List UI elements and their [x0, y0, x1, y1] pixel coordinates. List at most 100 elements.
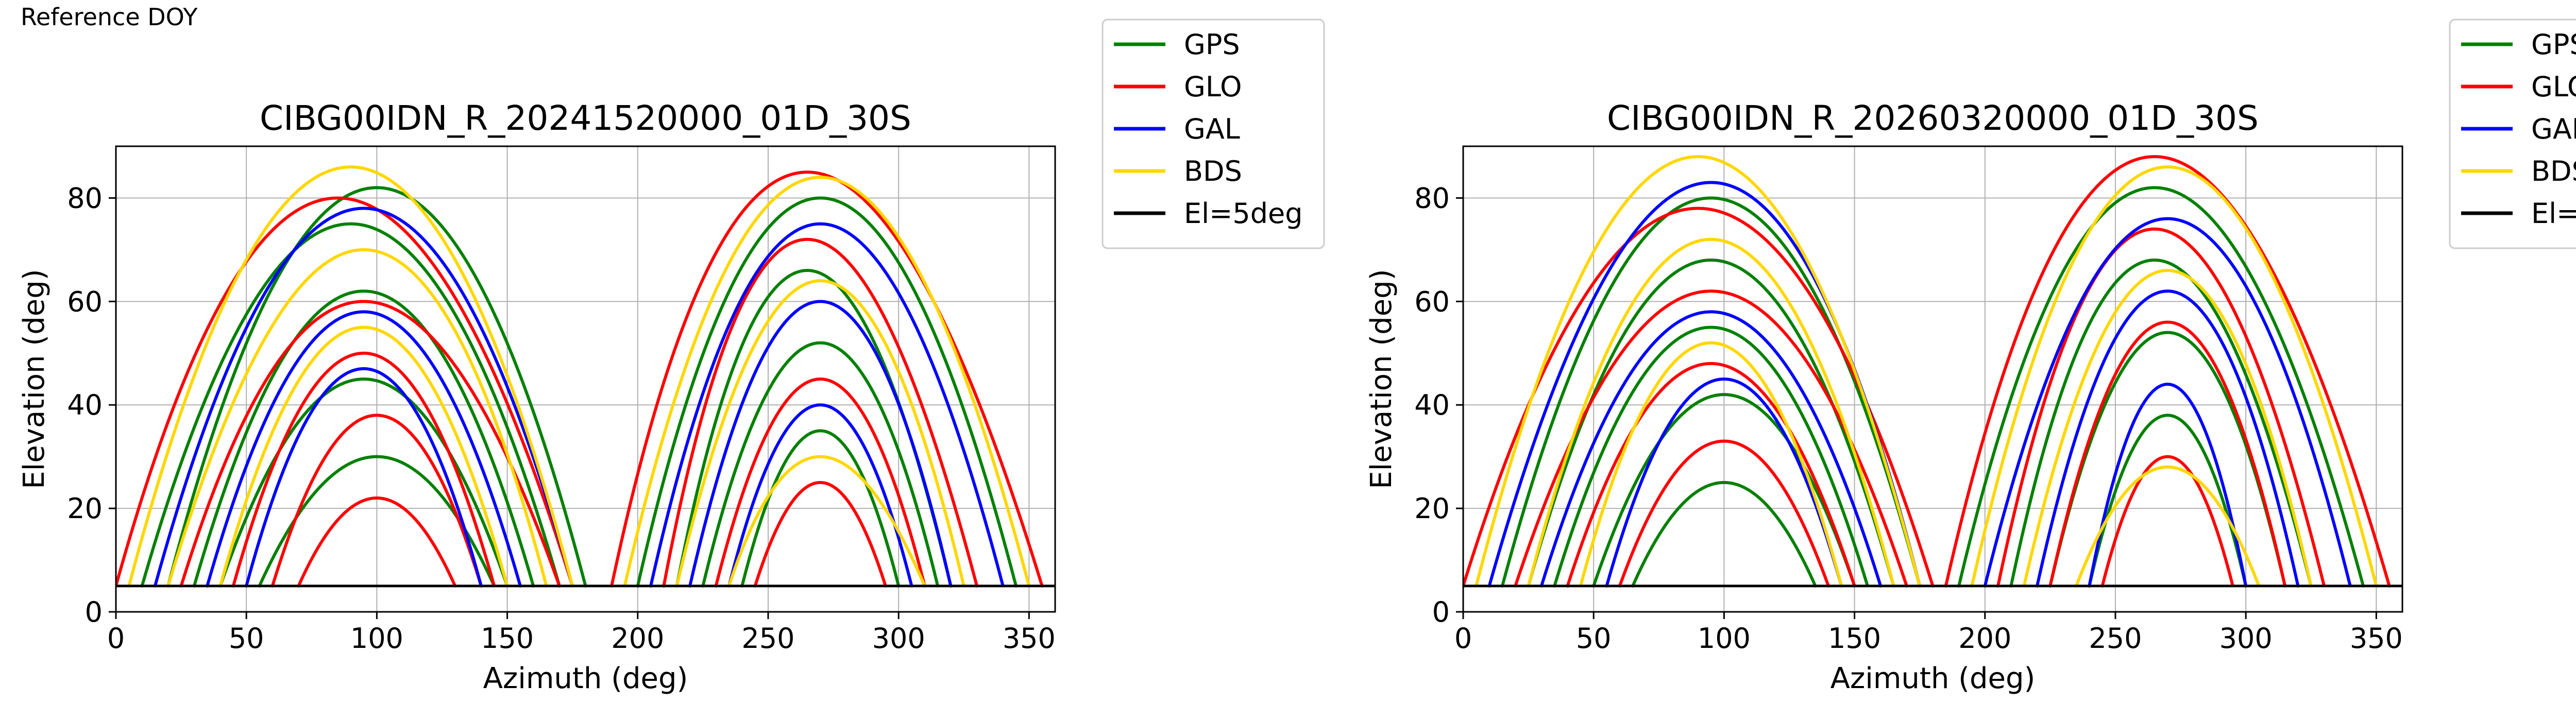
track-glo-13 [270, 414, 483, 588]
y-tick-label: 40 [1414, 389, 1450, 421]
track-bds-26 [166, 248, 548, 588]
y-tick-label: 80 [1414, 182, 1450, 214]
track-bds-27 [1970, 165, 2378, 588]
track-gal-21 [245, 367, 483, 588]
track-gps-8 [2048, 331, 2287, 588]
x-axis-title: Azimuth (deg) [1831, 662, 2036, 695]
track-bds-25 [1527, 237, 1895, 588]
legend-label: El=5deg [1184, 197, 1303, 230]
track-gal-22 [2036, 289, 2300, 588]
legend-label: GAL [1184, 113, 1240, 145]
x-tick-label: 50 [1576, 622, 1612, 655]
track-gal-20 [206, 310, 522, 588]
x-tick-label: 200 [1958, 622, 2011, 655]
track-bds-28 [2022, 269, 2313, 588]
track-bds-25 [127, 165, 574, 588]
chart-title: CIBG00IDN_R_20241520000_01D_30S [260, 98, 911, 138]
track-bds-24 [1475, 155, 1922, 588]
track-gps-1 [1500, 196, 1922, 588]
track-bds-29 [675, 279, 965, 588]
track-gps-4 [218, 378, 509, 588]
y-tick-label: 20 [1414, 492, 1450, 525]
tracks-group [116, 165, 1044, 588]
track-gps-8 [701, 341, 940, 588]
track-gal-22 [649, 222, 1005, 588]
x-tick-label: 0 [1454, 622, 1472, 655]
track-glo-15 [1996, 227, 2326, 588]
track-glo-15 [610, 170, 1044, 588]
legend: GPS GLO GAL BDS El=5deg [2449, 19, 2576, 249]
track-gps-6 [636, 196, 1018, 588]
track-glo-17 [2100, 455, 2234, 588]
track-bds-26 [1579, 341, 1843, 588]
figure-caption: Reference DOY [21, 3, 198, 31]
track-gps-6 [1957, 186, 2365, 588]
track-gps-1 [166, 186, 587, 588]
y-axis-title: Elevation (deg) [18, 269, 51, 489]
y-tick-label: 40 [67, 389, 103, 421]
track-gal-19 [1539, 310, 1883, 588]
track-glo-18 [753, 481, 887, 588]
track-glo-12 [231, 351, 496, 588]
track-gps-3 [1553, 325, 1869, 588]
track-bds-27 [218, 325, 509, 588]
x-axis-title: Azimuth (deg) [483, 662, 688, 695]
x-tick-label: 150 [1828, 622, 1881, 655]
legend-label: El=5deg [2531, 197, 2576, 230]
track-gal-23 [688, 300, 953, 588]
track-glo-14 [1944, 155, 2391, 588]
track-bds-30 [727, 455, 926, 588]
y-axis-title: Elevation (deg) [1365, 269, 1398, 489]
y-tick-label: 80 [67, 182, 103, 214]
legend-label: BDS [2531, 155, 2576, 187]
track-glo-17 [714, 378, 926, 588]
y-tick-label: 60 [1414, 285, 1450, 318]
track-gal-23 [2088, 383, 2248, 588]
track-gal-20 [1605, 378, 1843, 588]
x-tick-label: 300 [2219, 622, 2273, 655]
track-bds-29 [2075, 465, 2261, 588]
x-tick-label: 350 [2350, 622, 2403, 655]
track-glo-12 [1566, 362, 1856, 588]
track-gps-9 [2088, 414, 2248, 588]
x-tick-label: 100 [1698, 622, 1751, 655]
y-tick-label: 0 [85, 596, 103, 628]
track-glo-14 [297, 496, 457, 588]
legend-box [1101, 19, 1325, 249]
legend-label: GAL [2531, 113, 2576, 145]
legend-label: GLO [1184, 71, 1242, 103]
track-gps-9 [740, 429, 901, 588]
track-bds-28 [623, 176, 1031, 588]
chart-title: CIBG00IDN_R_20260320000_01D_30S [1607, 98, 2259, 138]
chart-panel-1: 0 50 100 150 200 250 300 350 0 20 40 60 80 Azimuth (d… [18, 19, 1325, 695]
track-glo-11 [179, 300, 561, 588]
track-gps-5 [1631, 481, 1817, 588]
plot-frame [1462, 145, 2403, 613]
legend-label: GPS [1184, 28, 1240, 61]
tracks-group [1463, 155, 2391, 588]
plot-frame [115, 145, 1056, 613]
track-glo-13 [1618, 439, 1830, 588]
track-gps-4 [1592, 393, 1856, 588]
track-gal-19 [153, 207, 574, 588]
x-tick-label: 300 [872, 622, 925, 655]
track-gps-2 [140, 222, 561, 588]
chart-panel-2: 0 50 100 150 200 250 300 350 0 20 40 60 80 Azimuth (d… [1365, 19, 2576, 695]
track-gal-21 [1983, 217, 2352, 588]
x-tick-label: 350 [1003, 622, 1056, 655]
x-tick-label: 250 [741, 622, 794, 655]
x-tick-label: 250 [2089, 622, 2142, 655]
y-tick-label: 20 [67, 492, 103, 525]
track-glo-16 [2048, 320, 2287, 588]
track-gal-24 [727, 403, 913, 588]
x-tick-label: 150 [481, 622, 534, 655]
legend-label: GPS [2531, 28, 2576, 61]
x-tick-label: 50 [229, 622, 264, 655]
legend-box [2449, 19, 2576, 249]
y-tick-label: 0 [1432, 596, 1450, 628]
x-tick-label: 0 [107, 622, 125, 655]
track-gps-3 [192, 289, 535, 588]
legend-label: GLO [2531, 71, 2576, 103]
track-glo-16 [662, 237, 979, 588]
